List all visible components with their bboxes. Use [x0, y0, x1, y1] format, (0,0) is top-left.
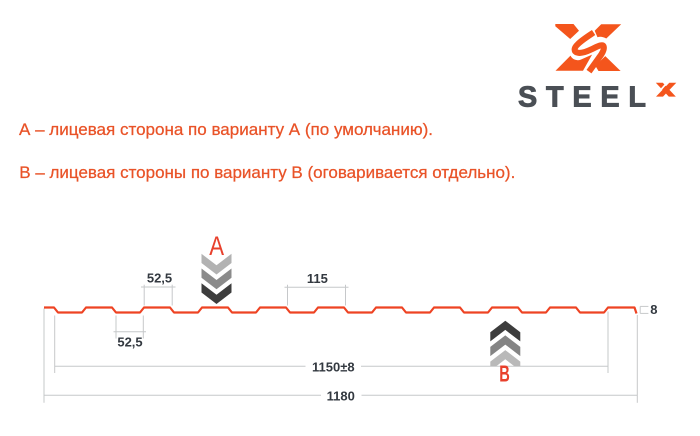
svg-text:В: В — [499, 362, 510, 387]
svg-text:1150±8: 1150±8 — [312, 359, 355, 374]
svg-text:А: А — [209, 232, 224, 261]
svg-text:В – лицевая стороны по вариант: В – лицевая стороны по варианту В (огова… — [19, 164, 515, 182]
svg-text:52,5: 52,5 — [117, 335, 142, 350]
svg-text:52,5: 52,5 — [147, 270, 172, 285]
svg-text:8: 8 — [650, 302, 657, 317]
svg-text:1180: 1180 — [327, 388, 355, 403]
svg-text:115: 115 — [307, 271, 328, 286]
svg-text:А – лицевая сторона по вариант: А – лицевая сторона по варианту А (по ум… — [19, 121, 433, 139]
svg-text:STEEL: STEEL — [518, 82, 655, 114]
